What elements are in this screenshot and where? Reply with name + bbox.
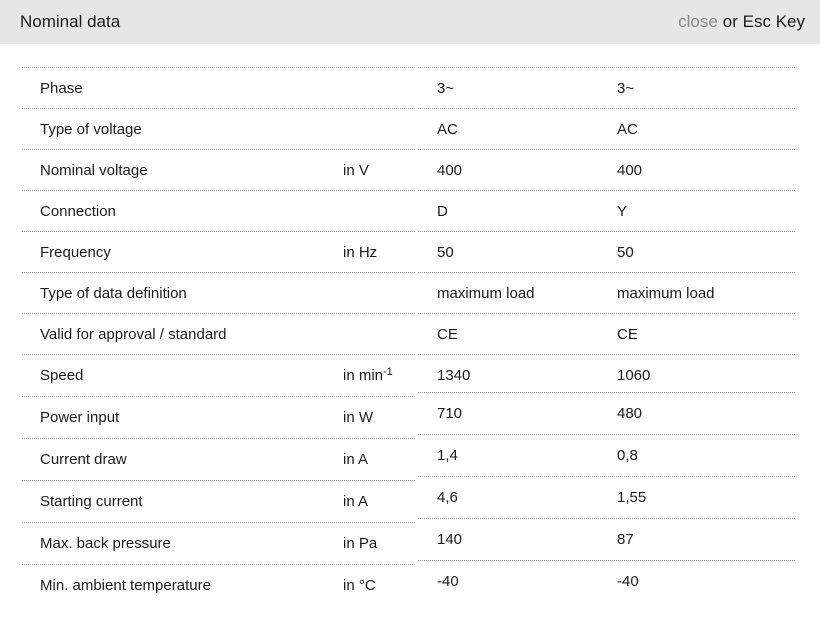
- unit-superscript: -1: [383, 366, 393, 378]
- row-label: Type of voltage: [40, 121, 142, 138]
- row-value-2: CE: [617, 326, 638, 343]
- table-row: 1340 1060: [418, 354, 795, 392]
- row-value-1: 3~: [437, 80, 455, 97]
- dialog-close-area: close or Esc Key: [678, 12, 805, 32]
- table-row: Nominal voltage in V: [22, 149, 415, 190]
- row-unit: in A: [324, 451, 415, 480]
- row-label: Min. ambient temperature: [40, 577, 211, 594]
- unit-text: in V: [343, 162, 369, 179]
- close-button[interactable]: close: [678, 12, 718, 31]
- table-row: 3~ 3~: [418, 67, 795, 108]
- row-value-1: D: [437, 203, 448, 220]
- row-unit: [324, 285, 415, 313]
- row-label: Valid for approval / standard: [40, 326, 227, 343]
- table-row: 710 480: [418, 392, 795, 434]
- table-row: Valid for approval / standard: [22, 313, 415, 354]
- row-label: Speed: [40, 367, 84, 384]
- row-value-1: CE: [437, 326, 458, 343]
- row-unit: in Hz: [324, 244, 415, 272]
- row-value-2: -40: [617, 573, 639, 590]
- row-label: Power input: [40, 409, 120, 426]
- row-label: Nominal voltage: [40, 162, 148, 179]
- table-row: Min. ambient temperature in °C: [22, 564, 415, 606]
- table-row: 1,4 0,8: [418, 434, 795, 476]
- row-label: Connection: [40, 203, 116, 220]
- row-unit: in min-1: [324, 367, 415, 396]
- nominal-data-table: Phase Type of voltage Nominal voltage in …: [22, 67, 795, 606]
- table-row: CE CE: [418, 313, 795, 354]
- row-unit: [324, 121, 415, 149]
- row-label: Type of data definition: [40, 285, 187, 302]
- row-value-1: maximum load: [437, 285, 535, 302]
- unit-text: in Hz: [343, 244, 378, 261]
- table-row: Power input in W: [22, 396, 415, 438]
- row-value-1: 1340: [437, 367, 471, 384]
- row-unit: in V: [324, 162, 415, 190]
- table-row: AC AC: [418, 108, 795, 149]
- table-row: -40 -40: [418, 560, 795, 602]
- row-value-1: 140: [437, 531, 463, 548]
- table-row: maximum load maximum load: [418, 272, 795, 313]
- unit-text: in A: [343, 493, 369, 510]
- row-value-1: 1,4: [437, 447, 458, 464]
- table-row: Current draw in A: [22, 438, 415, 480]
- row-value-1: AC: [437, 121, 458, 138]
- row-label: Frequency: [40, 244, 111, 261]
- table-row: Starting current in A: [22, 480, 415, 522]
- table-row: 4,6 1,55: [418, 476, 795, 518]
- row-value-2: 50: [617, 244, 634, 261]
- row-label: Phase: [40, 80, 83, 97]
- row-value-1: -40: [437, 573, 459, 590]
- row-value-2: 480: [617, 405, 643, 422]
- row-label: Current draw: [40, 451, 127, 468]
- row-value-1: 50: [437, 244, 454, 261]
- row-unit: in Pa: [324, 535, 415, 564]
- unit-text: in °C: [343, 577, 376, 594]
- dialog-title: Nominal data: [20, 12, 121, 31]
- row-unit: [324, 326, 415, 354]
- row-value-2: 400: [617, 162, 643, 179]
- table-row: 50 50: [418, 231, 795, 272]
- table-row: Frequency in Hz: [22, 231, 415, 272]
- row-value-2: 3~: [617, 80, 635, 97]
- row-value-1: 4,6: [437, 489, 458, 506]
- table-row: Type of data definition: [22, 272, 415, 313]
- esc-key-hint: or Esc Key: [722, 12, 805, 31]
- table-row: Phase: [22, 67, 415, 108]
- row-label: Starting current: [40, 493, 143, 510]
- table-row: Type of voltage: [22, 108, 415, 149]
- row-unit: [324, 203, 415, 231]
- row-value-2: 1,55: [617, 489, 647, 506]
- row-unit: in °C: [324, 577, 415, 606]
- table-row: Max. back pressure in Pa: [22, 522, 415, 564]
- row-value-2: maximum load: [617, 285, 715, 302]
- labels-units-section: Phase Type of voltage Nominal voltage in …: [22, 67, 415, 606]
- row-value-2: 0,8: [617, 447, 638, 464]
- table-row: 400 400: [418, 149, 795, 190]
- table-row: 140 87: [418, 518, 795, 560]
- row-unit: in W: [324, 409, 415, 438]
- unit-text: in A: [343, 451, 369, 468]
- row-label: Max. back pressure: [40, 535, 171, 552]
- row-value-1: 710: [437, 405, 463, 422]
- unit-text: in Pa: [343, 535, 378, 552]
- row-unit: [324, 80, 415, 108]
- table-row: Connection: [22, 190, 415, 231]
- row-value-1: 400: [437, 162, 463, 179]
- row-value-2: Y: [617, 203, 628, 220]
- unit-text: in min: [343, 367, 384, 384]
- row-value-2: 1060: [617, 367, 651, 384]
- row-value-2: 87: [617, 531, 634, 548]
- dialog-header: Nominal data close or Esc Key: [0, 0, 820, 44]
- table-row: Speed in min-1: [22, 354, 415, 396]
- row-unit: in A: [324, 493, 415, 522]
- unit-text: in W: [343, 409, 373, 426]
- row-value-2: AC: [617, 121, 638, 138]
